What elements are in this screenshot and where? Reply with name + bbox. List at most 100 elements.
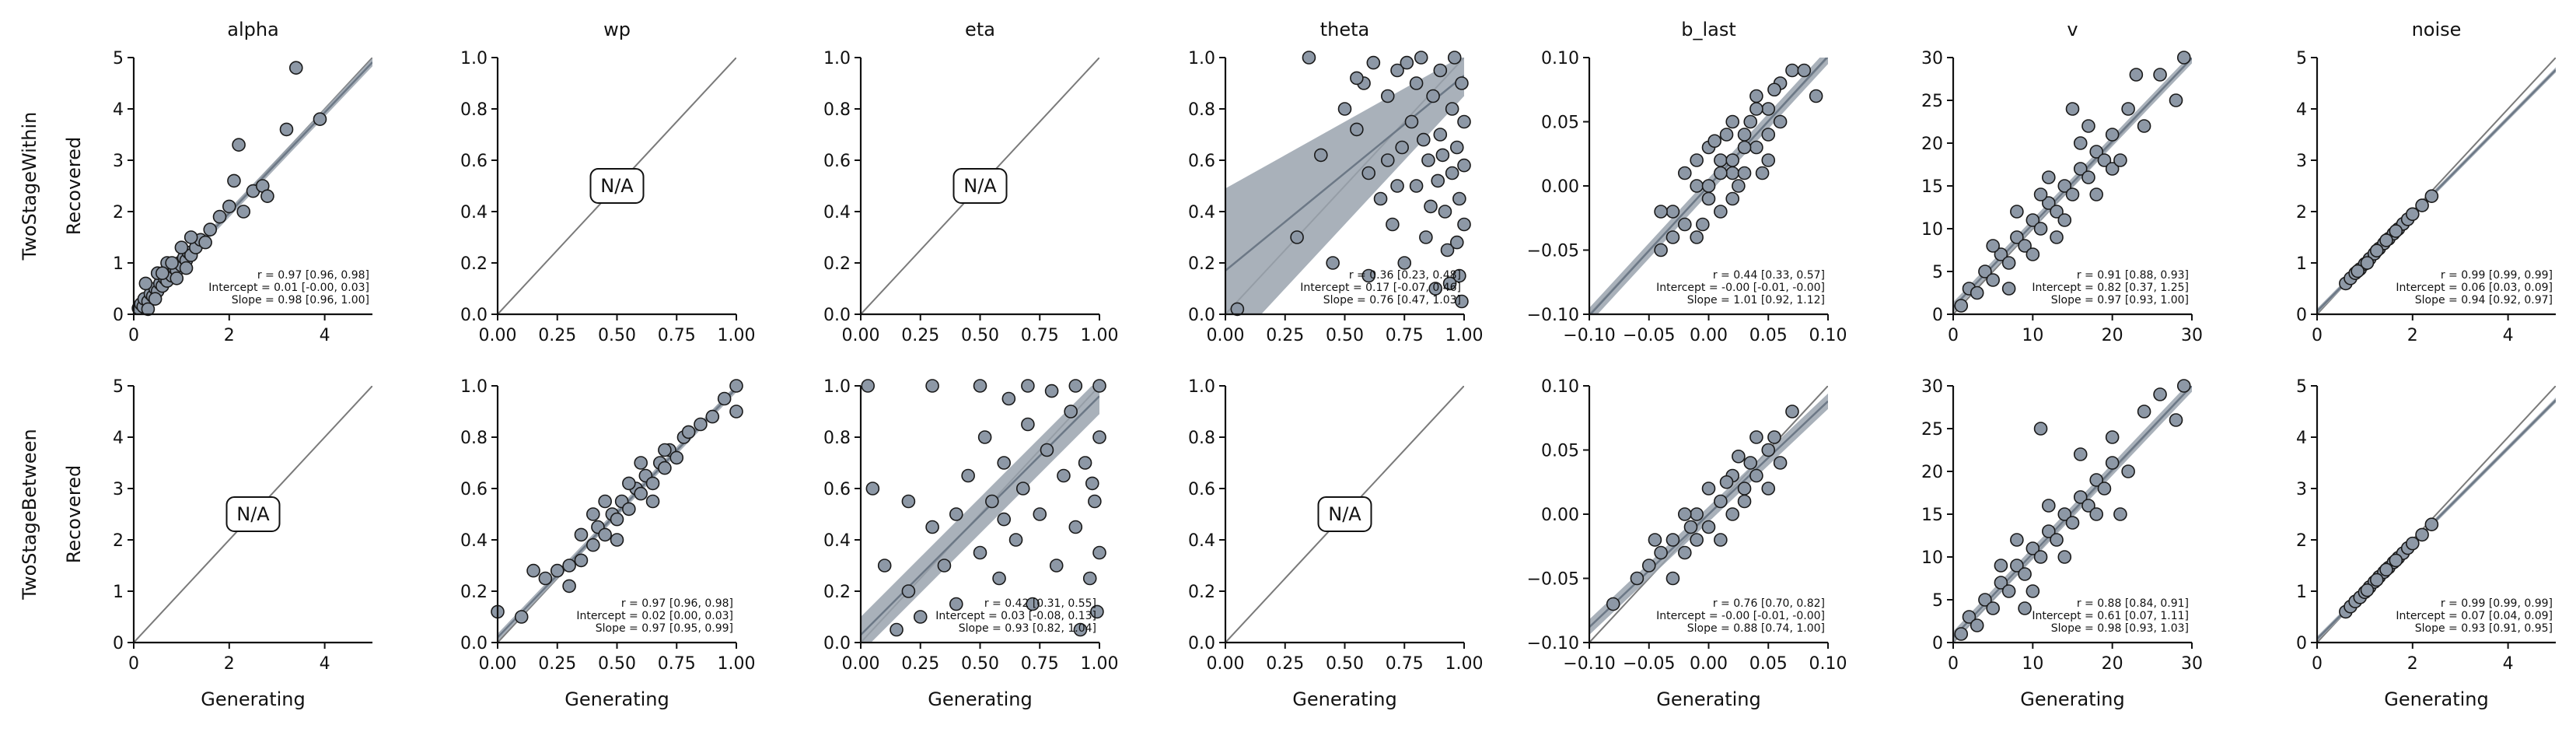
panel-0-b_last-point-4 xyxy=(1701,191,1716,206)
panel-0-b_last-point-21 xyxy=(1701,179,1716,193)
panel-1-b_last-stat-intercept: Intercept = -0.00 [-0.01, -0.00] xyxy=(1656,610,1825,622)
panel-1-wp-point-23 xyxy=(694,417,708,432)
panel-0-v-point-8 xyxy=(2018,239,2032,253)
panel-0-b_last-xtick-label-4: 0.10 xyxy=(1809,326,1847,345)
panel-1-eta-point-17 xyxy=(1021,417,1035,432)
panel-0-theta-point-25 xyxy=(1433,63,1448,78)
panel-1-theta-ytick-label-4: 0.8 xyxy=(1188,429,1215,448)
panel-1-v-point-14 xyxy=(2065,516,2080,530)
panel-1-eta-point-36 xyxy=(925,379,939,393)
panel-0-theta-point-4 xyxy=(1326,256,1340,270)
panel-1-b_last-point-29 xyxy=(1767,430,1781,444)
panel-1-b_last-point-9 xyxy=(1725,507,1739,521)
panel-1-wp-point-14 xyxy=(634,486,648,501)
panel-1-wp-xlabel: Generating xyxy=(564,688,669,710)
panel-0-theta-ytick-label-1: 0.2 xyxy=(1188,254,1215,274)
panel-0-b_last-point-17 xyxy=(1761,128,1776,142)
panel-1-wp-point-18 xyxy=(658,461,672,475)
column-title-b_last: b_last xyxy=(1681,19,1736,40)
panel-0-v-point-13 xyxy=(2057,179,2072,193)
panel-1-v-point-25 xyxy=(2089,507,2103,521)
panel-0-noise-xtick-label-0: 0 xyxy=(2312,326,2323,345)
panel-1-eta-point-31 xyxy=(1092,545,1106,560)
panel-0-v-point-30 xyxy=(2169,93,2183,107)
panel-0-eta-ytick-label-3: 0.6 xyxy=(823,152,851,171)
panel-0-v-point-33 xyxy=(2129,68,2144,82)
panel-1-wp-xtick-label-3: 0.75 xyxy=(658,654,696,674)
panel-0-b_last-point-24 xyxy=(1737,140,1752,155)
panel-0-theta-point-33 xyxy=(1452,191,1466,206)
panel-0-noise-point-14 xyxy=(2406,207,2420,222)
panel-1-v-point-12 xyxy=(2050,533,2064,547)
panel-1-b_last-point-4 xyxy=(1665,533,1680,547)
panel-0-noise-xtick-label-2: 4 xyxy=(2503,326,2514,345)
panel-1-noise-ytick-label-4: 4 xyxy=(2296,429,2307,448)
panel-0-wp-xtick-label-1: 0.25 xyxy=(538,326,576,345)
panel-1-v-xlabel: Generating xyxy=(2020,688,2124,710)
panel-1-v-stat-slope: Slope = 0.98 [0.93, 1.03] xyxy=(2051,622,2189,635)
panel-0-theta-point-18 xyxy=(1409,179,1424,193)
panel-1-eta-point-7 xyxy=(949,507,963,521)
panel-1-wp-point-29 xyxy=(610,533,624,547)
panel-0-alpha-ytick-label-1: 1 xyxy=(113,254,124,274)
panel-0-theta-point-43 xyxy=(1417,132,1431,147)
panel-1-eta-point-12 xyxy=(992,571,1006,586)
panel-1-v-point-30 xyxy=(2169,413,2183,427)
panel-0-theta-point-12 xyxy=(1386,217,1400,232)
panel-0-v-point-34 xyxy=(1986,239,2000,253)
panel-0-b_last-stat-intercept: Intercept = -0.00 [-0.01, -0.00] xyxy=(1656,282,1825,294)
panel-0-theta-point-39 xyxy=(1361,268,1375,283)
panel-1-b_last-xlabel: Generating xyxy=(1656,688,1760,710)
panel-1-noise-xlabel: Generating xyxy=(2384,688,2488,710)
panel-0-theta-point-3 xyxy=(1314,148,1328,163)
panel-1-wp-stat-r: r = 0.97 [0.96, 0.98] xyxy=(621,597,733,610)
panel-0-b_last-point-15 xyxy=(1690,230,1704,244)
panel-0-b_last-ytick-label-4: 0.10 xyxy=(1541,49,1579,68)
panel-1-wp-point-32 xyxy=(645,494,660,509)
panel-0-theta-point-19 xyxy=(1414,51,1428,65)
panel-0-b_last-point-32 xyxy=(1654,205,1668,219)
panel-1-eta-point-29 xyxy=(1088,494,1102,509)
panel-1-eta-point-8 xyxy=(961,468,975,483)
panel-1-eta-point-20 xyxy=(1040,443,1054,457)
panel-1-noise-stat-r: r = 0.99 [0.99, 0.99] xyxy=(2441,597,2553,610)
panel-0-b_last-point-38 xyxy=(1707,134,1721,149)
panel-1-eta-point-11 xyxy=(985,494,999,509)
panel-1-alpha-xtick-label-1: 2 xyxy=(224,654,235,674)
panel-0-alpha-xtick-label-2: 4 xyxy=(320,326,330,345)
panel-1-eta-point-30 xyxy=(1092,430,1106,444)
panel-0-wp-xtick-label-0: 0.00 xyxy=(479,326,517,345)
panel-0-wp-ytick-label-2: 0.4 xyxy=(460,203,488,222)
row-label-model-0: TwoStageWithin xyxy=(19,112,40,261)
panel-1-v-point-4 xyxy=(1986,601,2000,615)
panel-1-b_last-point-27 xyxy=(1719,475,1734,489)
panel-1-eta-xtick-label-2: 0.50 xyxy=(961,654,999,674)
panel-1-eta-point-39 xyxy=(1068,379,1083,393)
panel-1-b_last-point-20 xyxy=(1749,430,1763,444)
panel-0-v-ytick-label-3: 15 xyxy=(1921,177,1943,197)
panel-0-theta-point-46 xyxy=(1435,148,1450,163)
panel-0-b_last-point-1 xyxy=(1665,205,1680,219)
panel-0-b_last-ytick-label-3: 0.05 xyxy=(1541,114,1579,133)
panel-1-theta-na-label: N/A xyxy=(1328,503,1361,525)
panel-1-v-point-16 xyxy=(2081,499,2095,513)
panel-1-wp-point-10 xyxy=(610,512,624,527)
panel-0-b_last-point-26 xyxy=(1725,191,1739,206)
panel-0-v-point-25 xyxy=(2089,187,2103,201)
panel-1-wp-point-37 xyxy=(562,579,576,594)
panel-0-v-point-26 xyxy=(2105,162,2120,176)
panel-0-v-stat-intercept: Intercept = 0.82 [0.37, 1.25] xyxy=(2032,282,2189,294)
panel-0-noise-xtick-label-1: 2 xyxy=(2407,326,2418,345)
panel-0-wp-ytick-label-3: 0.6 xyxy=(460,152,488,171)
panel-0-v-point-7 xyxy=(2010,230,2024,244)
panel-0-v-ytick-label-0: 0 xyxy=(1932,306,1943,325)
panel-1-noise-point-16 xyxy=(2424,517,2439,532)
panel-1-eta-stat-intercept: Intercept = 0.03 [-0.08, 0.13] xyxy=(935,610,1096,622)
panel-0-eta-ytick-label-1: 0.2 xyxy=(823,254,851,274)
panel-1-b_last-point-14 xyxy=(1785,405,1799,419)
panel-0-theta-point-8 xyxy=(1361,166,1375,180)
panel-1-b_last-ytick-label-3: 0.05 xyxy=(1541,442,1579,461)
panel-1-noise-ytick-label-3: 3 xyxy=(2296,480,2307,499)
panel-0-theta-xtick-label-1: 0.25 xyxy=(1266,326,1304,345)
panel-0-wp-ytick-label-5: 1.0 xyxy=(460,49,488,68)
